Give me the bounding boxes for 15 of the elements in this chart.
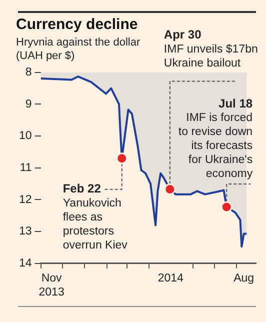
chart-subtitle: Hryvnia against the dollar (UAH per $) bbox=[16, 36, 140, 62]
y-tick-label: 11 bbox=[20, 162, 32, 174]
y-tick-label: 14 bbox=[18, 258, 32, 270]
y-tick-label: 9 bbox=[25, 98, 32, 110]
chart-title: Currency decline bbox=[16, 16, 138, 34]
x-tick-label: 2014 bbox=[158, 272, 184, 284]
y-tick-label: 13 bbox=[18, 226, 32, 238]
y-tick-label: 12 bbox=[18, 194, 32, 206]
x-tick-label: Aug bbox=[234, 272, 254, 284]
annotation: Apr 30 IMF unveils $17bn Ukraine bailout bbox=[164, 28, 258, 70]
annotation: Feb 22 Yanukovich flees as protestors overrun Kiev bbox=[62, 182, 128, 252]
x-tick-label: Nov 2013 bbox=[38, 272, 64, 298]
y-tick-label: 10 bbox=[18, 130, 32, 142]
y-tick-label: 8 bbox=[25, 66, 32, 79]
annotation: Jul 18 IMF is forced to revise down its forecasts for Ukraine's economy bbox=[178, 96, 253, 180]
